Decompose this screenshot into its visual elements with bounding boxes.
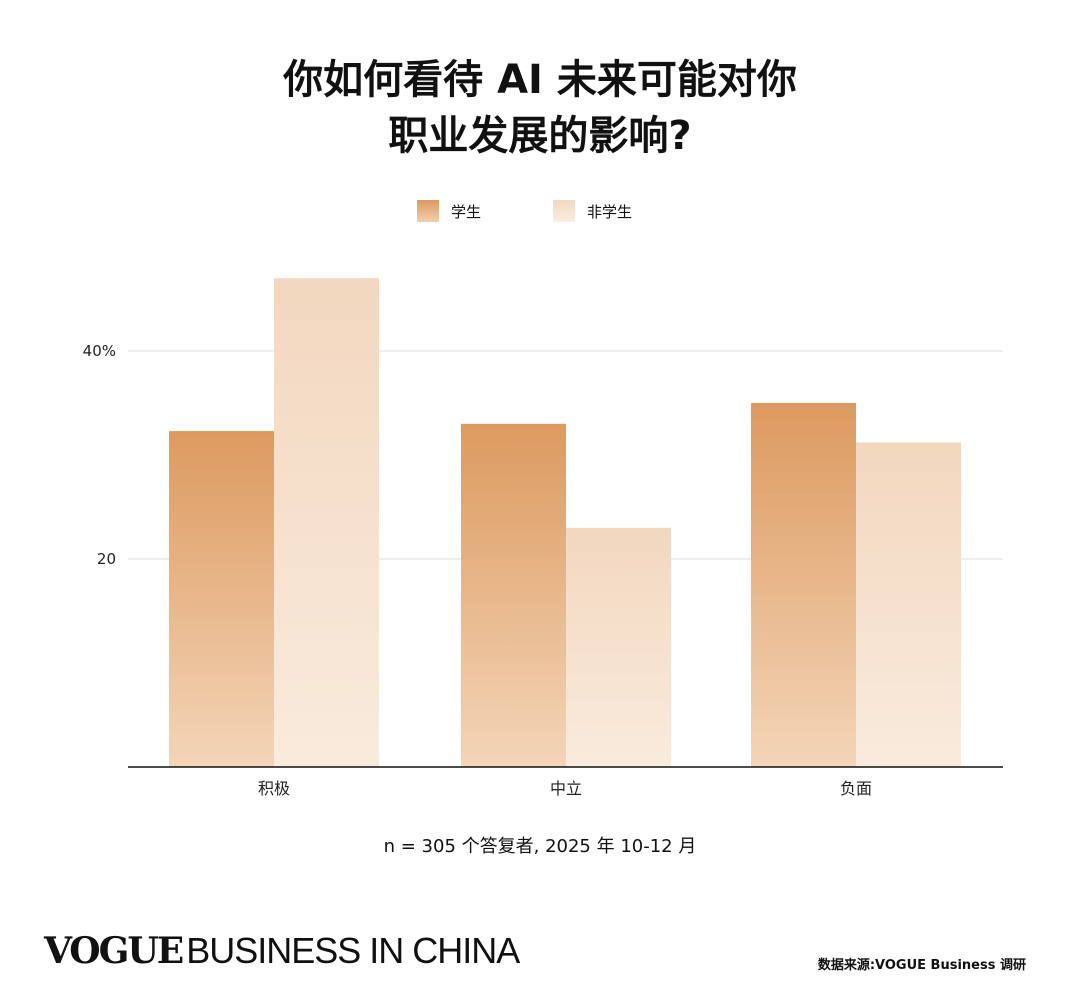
- legend-item-non-students: 非学生: [553, 200, 632, 222]
- chart-title: 你如何看待 AI 未来可能对你 职业发展的影响?: [0, 52, 1080, 164]
- x-category-label-2: 中立: [550, 779, 582, 798]
- title-line-1: 你如何看待 AI 未来可能对你: [283, 57, 797, 103]
- legend-item-students: 学生: [417, 200, 481, 222]
- bars-layer: [169, 278, 961, 767]
- sample-note: n = 305 个答复者, 2025 年 10-12 月: [383, 836, 697, 857]
- brand-vogue: VOGUE: [44, 930, 184, 972]
- bar-non-students-1: [274, 278, 379, 767]
- legend-swatch-non-students: [553, 200, 575, 222]
- bar-students-3: [751, 403, 856, 767]
- title-line-2: 职业发展的影响?: [388, 113, 692, 159]
- legend-label-students: 学生: [451, 202, 482, 221]
- x-category-label-3: 负面: [840, 779, 872, 798]
- brand-business-in-china: BUSINESS IN CHINA: [186, 930, 520, 971]
- x-category-label-1: 积极: [258, 779, 290, 798]
- labels-layer: 20 40% 积极 中立 负面: [83, 342, 872, 798]
- legend-label-non-students: 非学生: [587, 202, 633, 221]
- legend: 学生 非学生: [0, 200, 1080, 230]
- y-tick-label-20: 20: [97, 550, 116, 568]
- legend-swatch-students: [417, 200, 439, 222]
- bar-non-students-2: [566, 527, 671, 767]
- brand-logo: VOGUE BUSINESS IN CHINA: [44, 930, 520, 972]
- bar-non-students-3: [856, 442, 961, 767]
- y-tick-label-40: 40%: [83, 342, 116, 360]
- data-source: 数据来源:VOGUE Business 调研: [817, 958, 1026, 973]
- bar-students-2: [461, 423, 566, 767]
- bar-students-1: [169, 431, 274, 767]
- bar-chart: 20 40% 积极 中立 负面: [83, 278, 1003, 798]
